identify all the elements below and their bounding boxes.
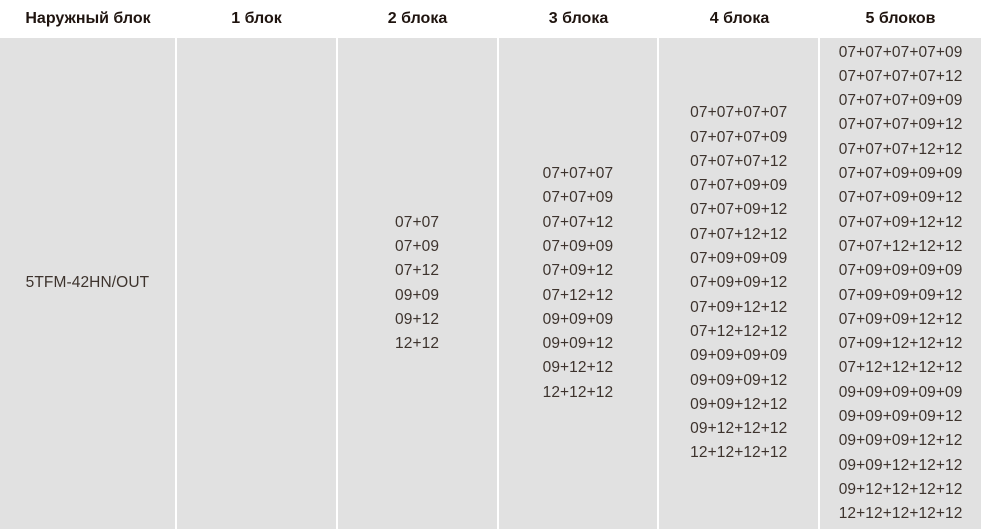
outdoor-unit-model: 5TFM-42HN/OUT: [25, 274, 150, 292]
combination-item: 07+07+07: [542, 165, 614, 183]
combination-item: 07+09+12: [542, 262, 614, 280]
combination-item: 12+12+12+12+12: [838, 505, 963, 523]
header-5-units: 5 блоков: [865, 10, 936, 27]
combination-item: 07+09+09+12+12: [838, 310, 963, 328]
combination-item: 07+07+07+09: [690, 128, 788, 146]
combination-item: 07+12+12+12+12: [838, 359, 963, 377]
combination-item: 07+09+12+12: [690, 298, 788, 316]
combination-item: 07+07+07+09+09: [838, 92, 963, 110]
table-header: Наружный блок 1 блок 2 блока 3 блока 4 б…: [0, 0, 981, 38]
combination-item: 07+09+09: [542, 237, 614, 255]
combination-item: 09+09+09+12: [690, 371, 788, 389]
combination-item: 07+07+12+12+12: [838, 237, 963, 255]
combination-item: 07+07+09+12: [690, 201, 788, 219]
combination-item: 07+07+07+12+12: [838, 140, 963, 158]
combination-item: 09+09+12+12+12: [838, 456, 963, 474]
three-units-cell: 07+07+07 07+07+09 07+07+12 07+09+09 07+09+12…: [498, 38, 658, 529]
combination-item: 09+09+12: [542, 335, 614, 353]
combination-item: 07+12+12+12: [690, 322, 788, 340]
combination-item: 09+09: [395, 286, 440, 304]
outdoor-unit-cell: 5TFM-42HN/OUT: [0, 38, 175, 529]
combination-item: 09+12+12+12+12: [838, 480, 963, 498]
combination-item: 12+12+12+12: [690, 444, 788, 462]
combination-item: 12+12+12: [542, 383, 614, 401]
combination-item: 07+07+09: [542, 189, 614, 207]
combination-item: 07+07+09+12+12: [838, 213, 963, 231]
combination-item: 07+09+09+09: [690, 250, 788, 268]
combination-item: 07+09: [395, 237, 440, 255]
header-outdoor-unit: Наружный блок: [25, 10, 151, 27]
combination-item: 09+12+12: [542, 359, 614, 377]
combination-item: 09+09+09+09: [690, 347, 788, 365]
combination-item: 07+07+07+07+09: [838, 43, 963, 61]
combination-item: 07+09+09+09+09: [838, 262, 963, 280]
combination-item: 07+07+07+12: [690, 152, 788, 170]
combination-item: 09+12: [395, 310, 440, 328]
header-1-unit: 1 блок: [231, 10, 282, 27]
combination-item: 07+07+09+09+09: [838, 165, 963, 183]
combination-item: 07+07+07+09+12: [838, 116, 963, 134]
combination-item: 09+09+09+09+09: [838, 383, 963, 401]
table-row: 5TFM-42HN/OUT 07+07 07+09 07+12 09+09 09+12 1…: [0, 38, 981, 529]
header-3-units: 3 блока: [548, 10, 609, 27]
combination-item: 07+12+12: [542, 286, 614, 304]
combination-item: 09+09+09+12+12: [838, 432, 963, 450]
combination-item: 07+07: [395, 213, 440, 231]
header-2-units: 2 блока: [387, 10, 448, 27]
combination-item: 07+07+12: [542, 213, 614, 231]
combination-item: 12+12: [395, 335, 440, 353]
combination-item: 07+07+07+07+12: [838, 67, 963, 85]
four-units-cell: 07+07+07+07 07+07+07+09 07+07+07+12 07+07+0…: [659, 38, 819, 529]
combination-item: 09+09+09+09+12: [838, 407, 963, 425]
combination-item: 07+07+12+12: [690, 225, 788, 243]
combination-item: 07+09+09+09+12: [838, 286, 963, 304]
combination-item: 09+09+12+12: [690, 395, 788, 413]
five-units-cell: 07+07+07+07+09 07+07+07+07+12 07+07+07+09+…: [820, 38, 981, 529]
combination-item: 09+09+09: [542, 310, 614, 328]
combination-item: 09+12+12+12: [690, 420, 788, 438]
one-unit-cell: [176, 38, 336, 529]
combination-item: 07+07+07+07: [690, 104, 788, 122]
two-units-cell: 07+07 07+09 07+12 09+09 09+12 12+12: [337, 38, 497, 529]
combination-item: 07+09+09+12: [690, 274, 788, 292]
combination-item: 07+12: [395, 262, 440, 280]
combination-item: 07+07+09+09: [690, 177, 788, 195]
combination-item: 07+09+12+12+12: [838, 335, 963, 353]
header-4-units: 4 блока: [709, 10, 770, 27]
combination-item: 07+07+09+09+12: [838, 189, 963, 207]
